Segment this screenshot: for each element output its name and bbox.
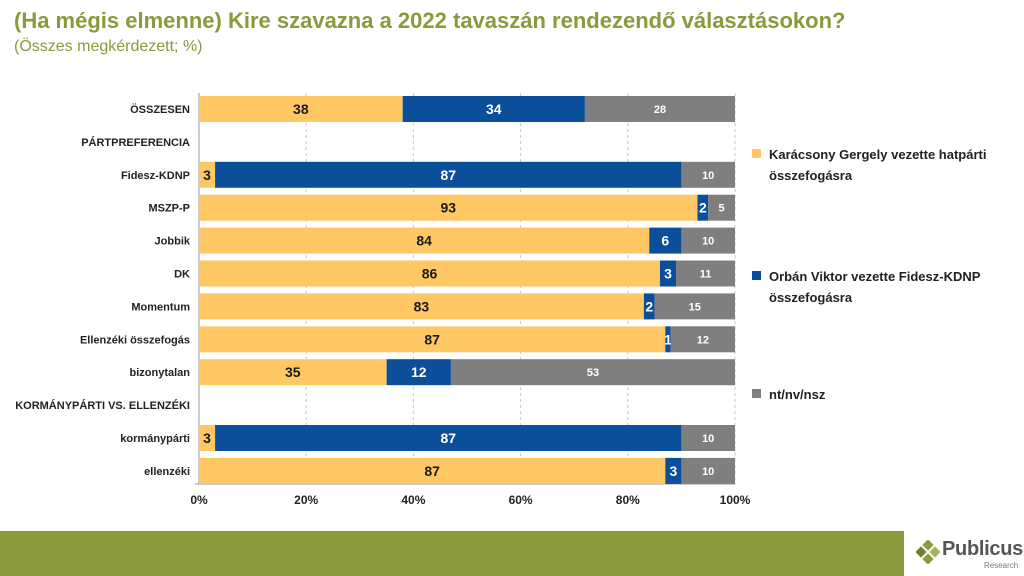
bar-segment — [584, 96, 735, 122]
category-label: bizonytalan — [129, 367, 190, 379]
legend-label-undecided: nt/nv/nsz — [769, 384, 825, 405]
bar-segment — [654, 293, 735, 320]
category-label: DK — [174, 269, 190, 281]
bar-segment — [659, 260, 677, 287]
data-label: 28 — [654, 104, 666, 116]
logo-name: Publicus — [942, 538, 1023, 560]
footer-bar — [0, 531, 904, 576]
data-label: 87 — [440, 430, 456, 446]
x-tick-label: 60% — [509, 493, 533, 507]
bar-segment — [708, 194, 735, 221]
data-label: 1 — [664, 331, 672, 347]
stacked-bar-chart: 0% 20% 40% 60% 80% 100% ÖSSZESEN 38 34 28 PÁRTPREF… — [15, 93, 751, 507]
bar-segment — [199, 293, 644, 320]
data-label: 12 — [411, 364, 427, 380]
page-title: (Ha mégis elmenne) Kire szavazna a 2022 … — [14, 8, 846, 33]
x-tick-label: 80% — [616, 493, 640, 507]
logo-sub: Research — [984, 561, 1019, 570]
bar-segment — [643, 293, 655, 320]
bar-segment — [681, 161, 735, 188]
data-label: 5 — [719, 203, 725, 215]
group-header-label: KORMÁNYPÁRTI VS. ELLENZÉKI — [15, 399, 190, 412]
data-label: 12 — [697, 334, 709, 346]
bar-segment — [386, 359, 451, 386]
data-label: 2 — [699, 200, 707, 216]
data-label: 10 — [702, 170, 714, 182]
legend-swatch-opposition — [752, 149, 761, 158]
bar-segment — [649, 227, 682, 254]
bar-segment — [665, 457, 682, 484]
bar-segment — [199, 326, 666, 353]
bar-segment — [199, 96, 403, 122]
category-label: ÖSSZESEN — [130, 103, 190, 116]
legend-label-fidesz-line1: Orbán Viktor vezette Fidesz-KDNP — [769, 269, 981, 284]
publicus-logo-icon — [916, 540, 940, 564]
data-label: 2 — [645, 298, 653, 314]
bar-segment — [215, 161, 682, 188]
data-label: 10 — [702, 433, 714, 445]
data-label: 86 — [422, 266, 438, 282]
bar-segment — [681, 457, 735, 484]
bar-segment — [199, 457, 666, 484]
legend-label-undecided-line1: nt/nv/nsz — [769, 387, 826, 402]
data-label: 34 — [486, 101, 502, 117]
bar-segment — [676, 260, 735, 287]
data-label: 53 — [587, 367, 599, 379]
category-label: Jobbik — [155, 236, 191, 248]
bar-segment — [681, 227, 735, 254]
category-label: ellenzéki — [144, 466, 190, 478]
category-label: MSZP-P — [148, 203, 190, 215]
page-subtitle: (Összes megkérdezett; %) — [14, 38, 203, 55]
category-label: Momentum — [131, 301, 190, 313]
data-label: 3 — [669, 463, 677, 479]
data-label: 87 — [440, 167, 456, 183]
data-label: 87 — [424, 331, 440, 347]
bar-segment — [199, 359, 387, 386]
x-tick-label: 20% — [294, 493, 318, 507]
data-label: 38 — [293, 101, 309, 117]
publicus-logo: Publicus Research — [912, 534, 1024, 576]
data-label: 11 — [700, 269, 712, 281]
legend-label-opposition: Karácsony Gergely vezette hatpárti össze… — [769, 144, 986, 186]
legend-label-fidesz: Orbán Viktor vezette Fidesz-KDNP összefo… — [769, 266, 980, 308]
legend-swatch-fidesz — [752, 271, 761, 280]
x-tick-label: 0% — [190, 493, 208, 507]
data-label: 10 — [702, 236, 714, 248]
x-tick-label: 40% — [401, 493, 425, 507]
data-label: 3 — [664, 266, 672, 282]
x-tick-label: 100% — [720, 493, 751, 507]
legend-swatch-undecided — [752, 389, 761, 398]
data-label: 3 — [203, 167, 211, 183]
data-label: 83 — [414, 298, 430, 314]
data-label: 15 — [689, 301, 701, 313]
bar-segment — [670, 326, 735, 353]
group-header-label: PÁRTPREFERENCIA — [81, 136, 190, 149]
bar-segment — [215, 425, 682, 451]
bar-segment — [199, 227, 650, 254]
legend-label-opposition-line1: Karácsony Gergely vezette hatpárti — [769, 147, 987, 162]
category-label: Ellenzéki összefogás — [80, 334, 190, 346]
data-label: 87 — [424, 463, 440, 479]
bar-segment — [681, 425, 735, 451]
data-label: 93 — [440, 200, 456, 216]
bar-segment — [199, 425, 216, 451]
legend-label-opposition-line2: összefogásra — [769, 168, 853, 183]
bar-segment — [199, 161, 216, 188]
data-label: 35 — [285, 364, 301, 380]
bar-segment — [199, 260, 660, 287]
data-label: 10 — [702, 466, 714, 478]
bar-segment — [199, 194, 698, 221]
category-label: Fidesz-KDNP — [121, 170, 190, 182]
bar-segment — [665, 326, 671, 353]
data-label: 6 — [661, 233, 669, 249]
bar-segment — [697, 194, 709, 221]
data-label: 84 — [416, 233, 432, 249]
legend-label-fidesz-line2: összefogásra — [769, 290, 853, 305]
data-label: 3 — [203, 430, 211, 446]
category-label: kormánypárti — [120, 433, 190, 445]
bar-segment — [450, 359, 735, 386]
bar-segment — [402, 96, 585, 122]
